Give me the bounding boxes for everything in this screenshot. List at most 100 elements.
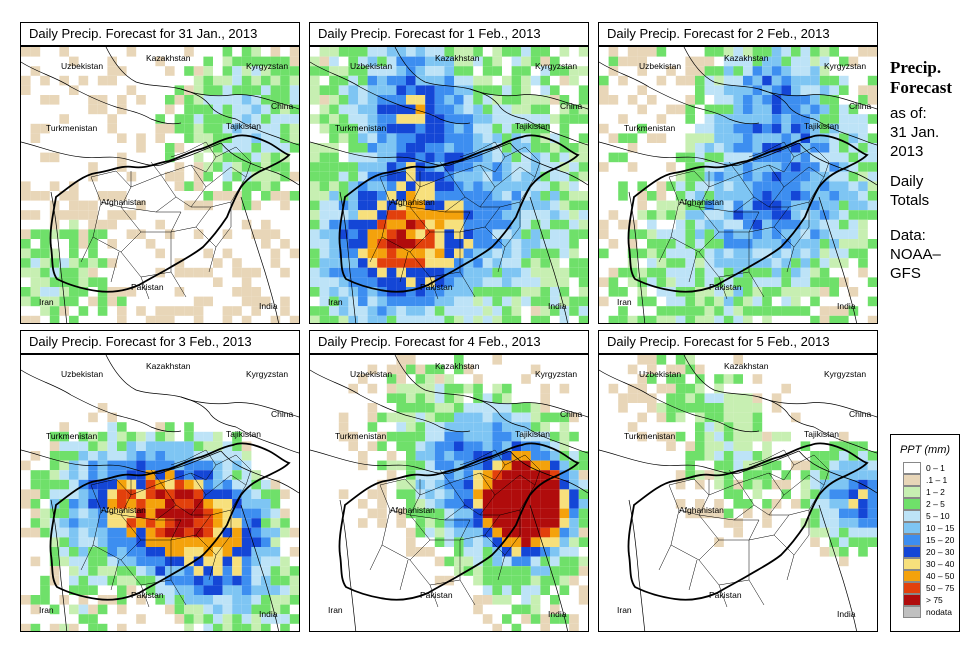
precip-cell [348,219,358,230]
precip-cell [521,287,531,297]
precip-cell [743,85,753,95]
precip-cell [530,56,541,67]
precip-cell [791,75,801,86]
precip-cell [289,171,299,182]
precip-cell [289,123,299,134]
precip-cell [829,85,839,95]
legend-swatch [903,606,921,618]
precip-cell [69,248,79,259]
precip-cell [482,441,493,451]
precip-cell [647,191,657,201]
precip-cell [771,191,782,201]
precip-cell [232,470,242,480]
precip-cell [714,393,724,403]
precip-cell [396,364,406,375]
precip-cell [289,104,299,115]
label-uzbekistan: Uzbekistan [639,369,681,379]
precip-cell [521,219,531,230]
precip-cell [377,56,387,67]
precip-cell [444,315,454,323]
precip-cell [723,258,734,268]
precip-cell [771,95,782,105]
precip-cell [155,489,165,499]
precip-cell [97,623,108,631]
precip-cell [704,287,715,297]
precip-cell [781,181,791,191]
precip-cell [559,422,570,432]
precip-cell [107,210,117,220]
precip-cell [184,614,194,624]
precip-cell [69,537,79,547]
label-china: China [849,101,871,111]
precip-cell [251,229,261,239]
precip-cell [348,56,358,67]
precip-cell [203,85,213,95]
precip-cell [829,229,839,239]
precip-cell [415,95,426,105]
label-afghanistan: Afghanistan [679,197,724,207]
precip-cell [377,66,387,76]
precip-cell [704,258,715,268]
precip-cell [396,75,406,86]
precip-cell [800,95,811,105]
precip-cell [848,470,859,480]
precip-cell [723,210,734,220]
precip-cell [319,267,330,278]
precip-cell [521,258,531,268]
precip-cell [136,229,146,239]
precip-cell [174,595,185,605]
precip-cell [743,104,753,115]
precip-cell [425,171,435,182]
precip-cell [415,518,426,528]
label-pakistan: Pakistan [709,282,742,292]
precip-cell [752,229,763,239]
precip-cell [569,248,579,259]
precip-cell [771,267,782,278]
precip-cell [126,527,137,538]
precip-cell [270,229,281,239]
precip-cell [59,114,69,124]
precip-cell [829,143,839,153]
precip-cell [559,162,570,172]
precip-cell [723,277,734,287]
precip-cell [867,537,877,547]
precip-cell [165,585,175,595]
precip-cell [232,171,242,182]
precip-cell [434,75,445,86]
precip-cell [867,315,877,323]
precip-cell [656,47,667,57]
precip-cell [463,248,474,259]
precip-cell [819,258,830,268]
precip-cell [222,489,233,499]
precip-cell [396,95,406,105]
precip-cell [647,355,657,365]
precip-cell [666,441,676,451]
precip-cell [78,306,89,316]
precip-cell [454,537,464,547]
precip-cell [675,219,686,230]
precip-cell [78,537,89,547]
panel-title: Daily Precip. Forecast for 1 Feb., 2013 [309,22,589,46]
precip-cell [117,287,127,297]
precip-cell [781,287,791,297]
precip-cell [406,547,416,557]
precip-cell [502,595,512,605]
precip-cell [867,143,877,153]
precip-cell [569,451,579,461]
precip-cell [723,200,734,211]
precip-cell [126,499,137,509]
precip-cell [415,56,426,67]
precip-cell [367,162,378,172]
precip-cell [578,66,588,76]
precip-cell [559,219,570,230]
precip-cell [723,287,734,297]
precip-cell [174,527,185,538]
precip-cell [791,85,801,95]
precip-cell [59,431,69,442]
precip-cell [569,191,579,201]
precip-cell [251,489,261,499]
precip-cell [482,614,493,624]
precip-cell [136,460,146,471]
precip-cell [733,66,743,76]
